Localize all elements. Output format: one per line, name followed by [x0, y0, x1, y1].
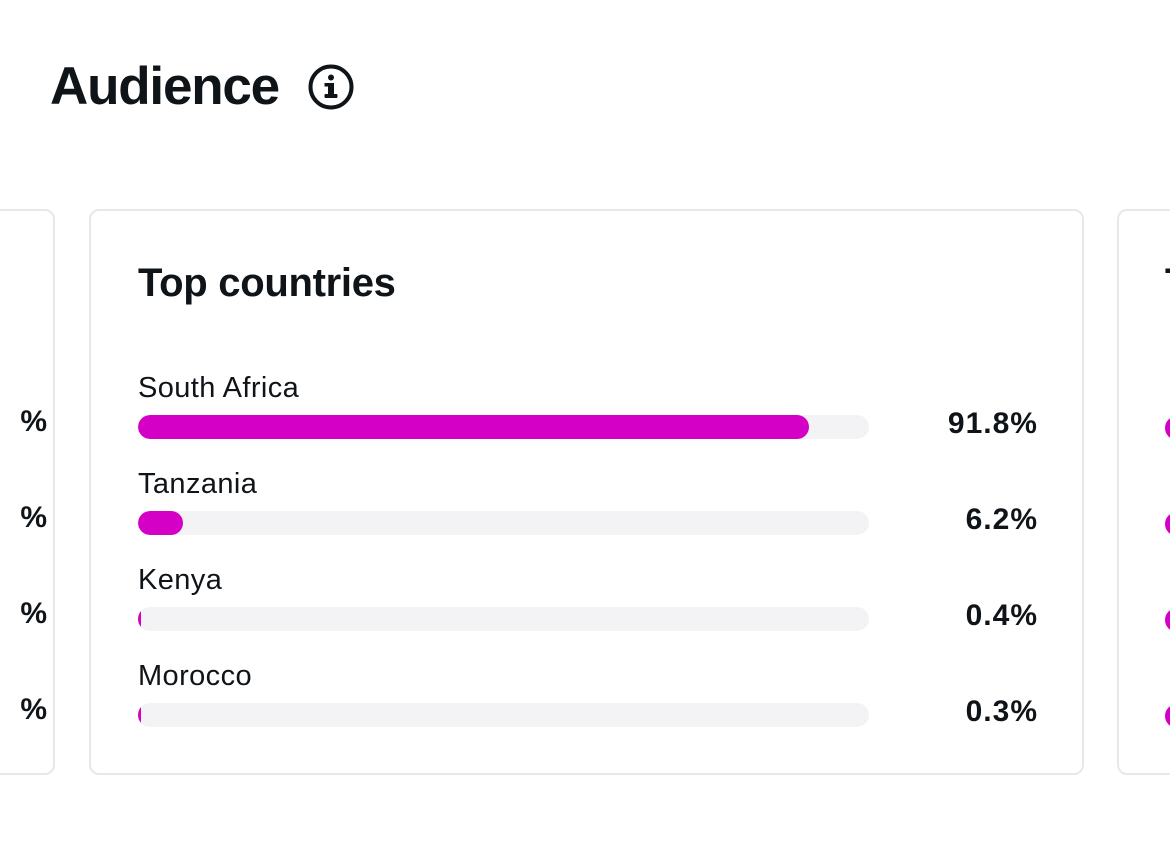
audience-card-left-partial: % % % %: [0, 209, 55, 775]
info-icon-graphic: [308, 64, 354, 110]
country-percent: 6.2%: [965, 503, 1038, 536]
partial-bar-fill: [1165, 608, 1170, 632]
partial-card-title: T: [1165, 261, 1170, 306]
country-row: Tanzania 6.2%: [138, 467, 1038, 557]
partial-value-marker: %: [20, 693, 47, 726]
partial-bar-fill: [1165, 416, 1170, 440]
section-header: Audience: [50, 56, 355, 118]
bar-fill: [138, 511, 183, 535]
bar-fill: [138, 415, 809, 439]
country-name: Tanzania: [138, 468, 258, 500]
country-name: South Africa: [138, 372, 300, 404]
bar-track: [138, 511, 869, 535]
country-name: Morocco: [138, 660, 252, 692]
country-row: Kenya 0.4%: [138, 563, 1038, 653]
country-name: Kenya: [138, 564, 223, 596]
section-title: Audience: [50, 57, 280, 116]
audience-card-right-partial: T: [1117, 209, 1170, 775]
bar-track: [138, 415, 869, 439]
top-countries-card: Top countries South Africa 91.8% Tanzani…: [89, 209, 1084, 775]
info-icon[interactable]: [307, 63, 355, 111]
country-row: South Africa 91.8%: [138, 371, 1038, 461]
card-title: Top countries: [138, 261, 396, 305]
partial-value-marker: %: [20, 597, 47, 630]
bar-fill: [138, 607, 141, 631]
bar-fill: [138, 703, 141, 727]
bar-track: [138, 607, 869, 631]
partial-bar-fill: [1165, 512, 1170, 536]
partial-bar-fill: [1165, 704, 1170, 728]
bar-track: [138, 703, 869, 727]
country-percent: 0.4%: [965, 599, 1038, 632]
country-percent: 0.3%: [965, 695, 1038, 728]
partial-value-marker: %: [20, 501, 47, 534]
partial-value-marker: %: [20, 405, 47, 438]
country-percent: 91.8%: [947, 407, 1038, 440]
country-row: Morocco 0.3%: [138, 659, 1038, 749]
